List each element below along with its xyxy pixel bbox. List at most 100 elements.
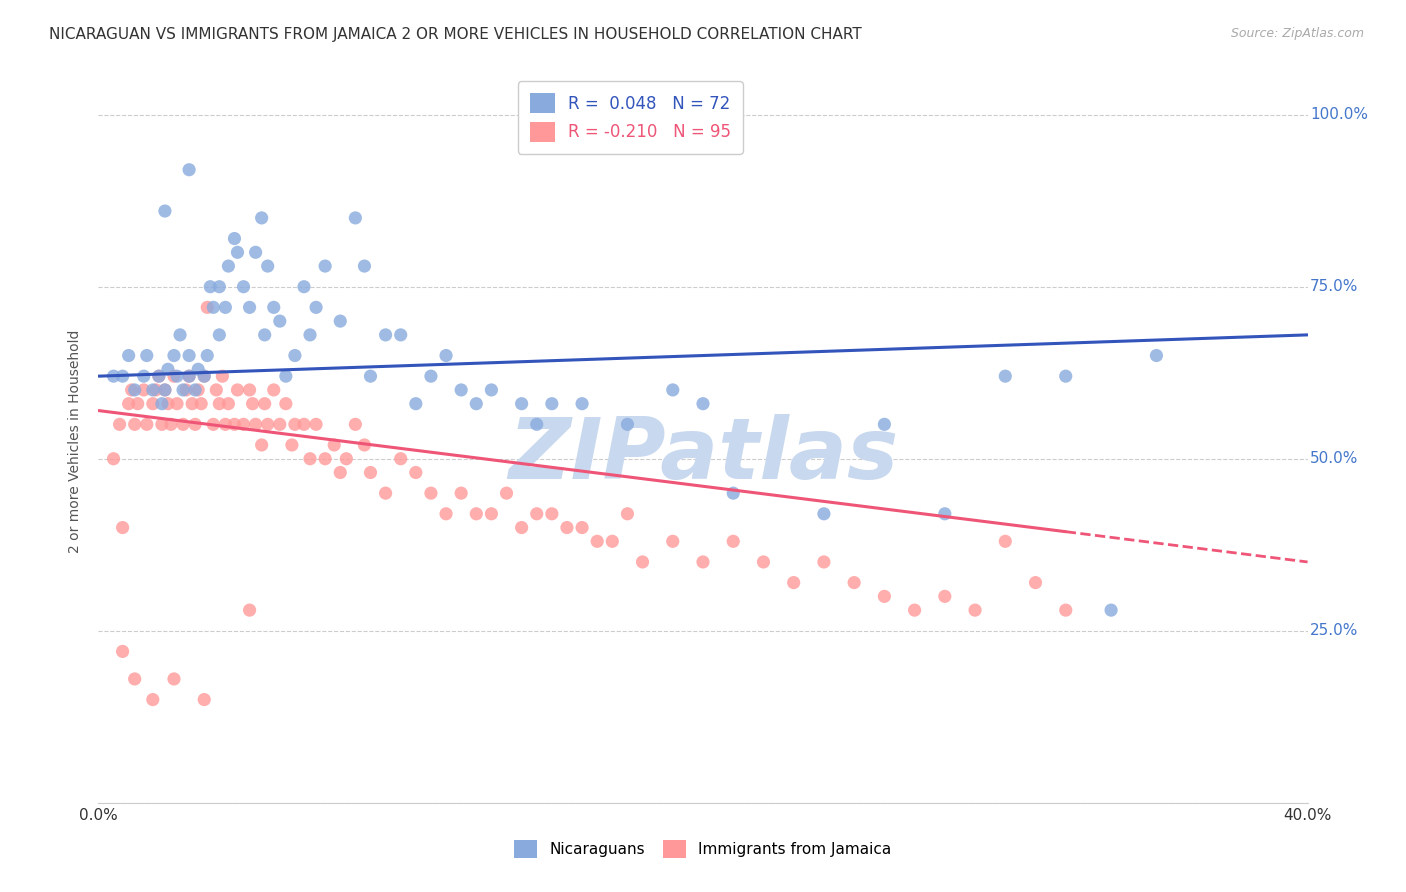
Point	[752, 555, 775, 569]
Point	[994, 534, 1017, 549]
Text: ZIPatlas: ZIPatlas	[508, 415, 898, 498]
Point	[571, 397, 593, 411]
Point	[269, 417, 291, 432]
Point	[217, 397, 239, 411]
Point	[274, 369, 297, 384]
Point	[156, 397, 179, 411]
Point	[555, 520, 578, 534]
Point	[1099, 603, 1122, 617]
Point	[389, 451, 412, 466]
Point	[465, 397, 488, 411]
Point	[335, 451, 357, 466]
Point	[179, 349, 201, 363]
Point	[481, 383, 503, 397]
Point	[193, 369, 215, 384]
Point	[148, 369, 170, 384]
Point	[121, 383, 143, 397]
Point	[166, 369, 188, 384]
Point	[253, 327, 276, 342]
Point	[329, 466, 352, 480]
Point	[510, 397, 533, 411]
Point	[323, 438, 346, 452]
Point	[994, 369, 1017, 384]
Point	[193, 369, 215, 384]
Point	[1054, 603, 1077, 617]
Point	[200, 279, 222, 293]
Point	[179, 162, 201, 177]
Point	[873, 417, 896, 432]
Point	[284, 417, 307, 432]
Point	[111, 369, 134, 384]
Point	[163, 369, 186, 384]
Point	[813, 555, 835, 569]
Point	[389, 327, 412, 342]
Point	[1144, 349, 1167, 363]
Point	[1054, 369, 1077, 384]
Point	[353, 438, 375, 452]
Point	[208, 327, 231, 342]
Point	[661, 383, 683, 397]
Point	[153, 204, 176, 219]
Point	[205, 383, 228, 397]
Point	[239, 301, 262, 315]
Point	[450, 486, 472, 500]
Point	[420, 486, 443, 500]
Point	[111, 644, 134, 658]
Point	[292, 279, 315, 293]
Point	[166, 397, 188, 411]
Point	[405, 397, 427, 411]
Point	[124, 417, 146, 432]
Text: 75.0%: 75.0%	[1310, 279, 1358, 294]
Point	[135, 349, 157, 363]
Point	[329, 314, 352, 328]
Point	[314, 259, 336, 273]
Point	[208, 279, 231, 293]
Point	[692, 397, 714, 411]
Point	[253, 397, 276, 411]
Point	[526, 507, 548, 521]
Point	[208, 397, 231, 411]
Point	[202, 301, 225, 315]
Point	[187, 362, 209, 376]
Point	[783, 575, 806, 590]
Point	[174, 383, 197, 397]
Point	[305, 417, 328, 432]
Point	[586, 534, 609, 549]
Point	[135, 417, 157, 432]
Point	[250, 438, 273, 452]
Point	[187, 383, 209, 397]
Point	[360, 466, 382, 480]
Point	[526, 417, 548, 432]
Point	[108, 417, 131, 432]
Point	[150, 397, 173, 411]
Point	[153, 383, 176, 397]
Text: 50.0%: 50.0%	[1310, 451, 1358, 467]
Point	[224, 231, 246, 245]
Point	[211, 369, 233, 384]
Point	[344, 211, 367, 225]
Point	[616, 507, 638, 521]
Point	[965, 603, 987, 617]
Point	[405, 466, 427, 480]
Point	[103, 369, 125, 384]
Point	[163, 672, 186, 686]
Point	[153, 383, 176, 397]
Point	[374, 486, 396, 500]
Point	[813, 507, 835, 521]
Point	[124, 383, 146, 397]
Point	[150, 417, 173, 432]
Point	[184, 417, 207, 432]
Text: 25.0%: 25.0%	[1310, 624, 1358, 639]
Point	[465, 507, 488, 521]
Point	[263, 383, 285, 397]
Point	[256, 417, 278, 432]
Point	[195, 301, 218, 315]
Point	[111, 520, 134, 534]
Point	[263, 301, 285, 315]
Point	[616, 417, 638, 432]
Point	[1024, 575, 1046, 590]
Point	[242, 397, 264, 411]
Legend: Nicaraguans, Immigrants from Jamaica: Nicaraguans, Immigrants from Jamaica	[505, 830, 901, 867]
Point	[274, 397, 297, 411]
Point	[172, 417, 194, 432]
